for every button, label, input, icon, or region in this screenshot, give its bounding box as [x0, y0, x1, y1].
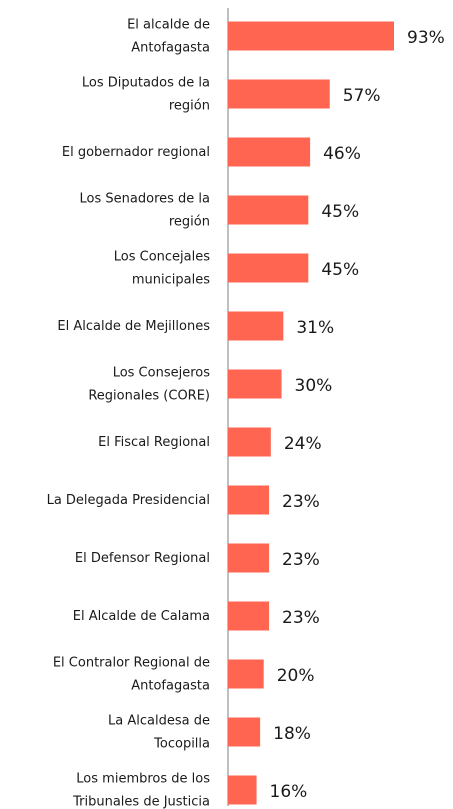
category-label: Los Diputados de la región — [82, 75, 210, 113]
bar — [228, 137, 311, 167]
value-label: 24% — [284, 434, 322, 454]
value-label: 45% — [321, 202, 359, 222]
category-label: La Delegada Presidencial — [47, 493, 210, 508]
bar — [228, 369, 282, 399]
category-label: El Alcalde de Calama — [73, 609, 210, 624]
value-label: 16% — [270, 782, 308, 802]
category-label: Los Consejeros Regionales (CORE) — [88, 365, 210, 403]
value-label: 23% — [282, 608, 320, 628]
category-label: El Defensor Regional — [75, 551, 210, 566]
bar — [228, 311, 284, 341]
bar — [228, 195, 309, 225]
value-label: 57% — [343, 86, 381, 106]
category-label: La Alcaldesa de Tocopilla — [108, 713, 210, 751]
category-label: Los miembros de los Tribunales de Justici… — [72, 771, 210, 809]
bar — [228, 601, 270, 631]
value-label: 23% — [282, 492, 320, 512]
value-label: 23% — [282, 550, 320, 570]
value-label: 18% — [273, 724, 311, 744]
category-label: Los Concejales municipales — [114, 249, 210, 287]
bar — [228, 253, 309, 283]
category-label: El gobernador regional — [62, 145, 210, 160]
bar — [228, 79, 330, 109]
value-label: 20% — [277, 666, 315, 686]
category-label: El Alcalde de Mejillones — [57, 319, 210, 334]
category-label: El Contralor Regional de Antofagasta — [53, 655, 210, 693]
category-label: Los Senadores de la región — [80, 191, 210, 229]
bar — [228, 485, 270, 515]
bar — [228, 543, 270, 573]
value-label: 46% — [323, 144, 361, 164]
value-label: 45% — [321, 260, 359, 280]
value-label: 93% — [407, 28, 445, 48]
bar — [228, 775, 257, 805]
bar — [228, 427, 271, 457]
value-label: 31% — [296, 318, 334, 338]
value-label: 30% — [295, 376, 333, 396]
bar — [228, 659, 264, 689]
category-label: El alcalde de Antofagasta — [127, 17, 210, 55]
bar — [228, 21, 395, 51]
category-label: El Fiscal Regional — [98, 435, 210, 450]
bar — [228, 717, 261, 747]
